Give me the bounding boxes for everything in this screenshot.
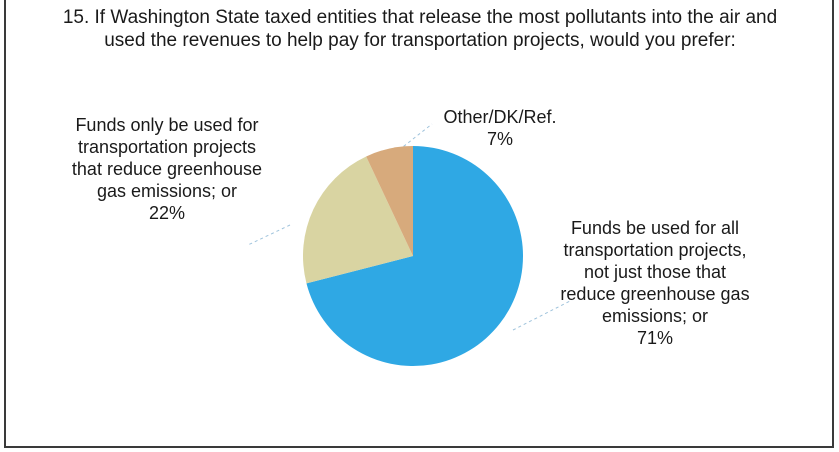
slice-label-funds-only: Funds only be used for transportation pr… xyxy=(62,114,272,224)
pie-slices xyxy=(303,146,524,366)
slice-value-all-projects: 71% xyxy=(636,328,674,348)
slice-label-other: Other/DK/Ref. 7% xyxy=(415,106,585,150)
leader-line-other xyxy=(379,123,433,166)
slice-name-other: Other/DK/Ref. xyxy=(443,107,557,127)
leader-lines xyxy=(247,123,573,331)
pie-slice-all-projects xyxy=(306,146,524,366)
pie-slice-funds-only xyxy=(303,156,413,284)
slice-name-funds-only: Funds only be used for transportation pr… xyxy=(71,115,263,201)
slice-value-funds-only: 22% xyxy=(148,203,186,223)
slice-name-all-projects: Funds be used for all transportation pro… xyxy=(560,218,750,326)
slice-value-other: 7% xyxy=(486,129,513,149)
chart-frame xyxy=(4,0,834,448)
chart-title: 15. If Washington State taxed entities t… xyxy=(62,7,778,51)
slice-label-all-projects: Funds be used for all transportation pro… xyxy=(560,217,750,349)
pie-slice-other xyxy=(366,146,413,256)
leader-line-funds-only xyxy=(247,224,291,246)
leader-line-all-projects xyxy=(512,299,573,331)
